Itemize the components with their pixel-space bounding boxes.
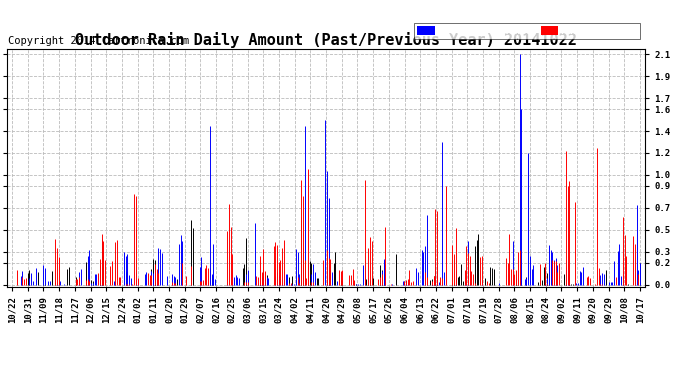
Legend: Previous (Inches), Past (Inches): Previous (Inches), Past (Inches) xyxy=(415,22,640,39)
Title: Outdoor Rain Daily Amount (Past/Previous Year) 20141022: Outdoor Rain Daily Amount (Past/Previous… xyxy=(75,32,577,48)
Text: Copyright 2014 Cartronics.com: Copyright 2014 Cartronics.com xyxy=(8,36,189,46)
